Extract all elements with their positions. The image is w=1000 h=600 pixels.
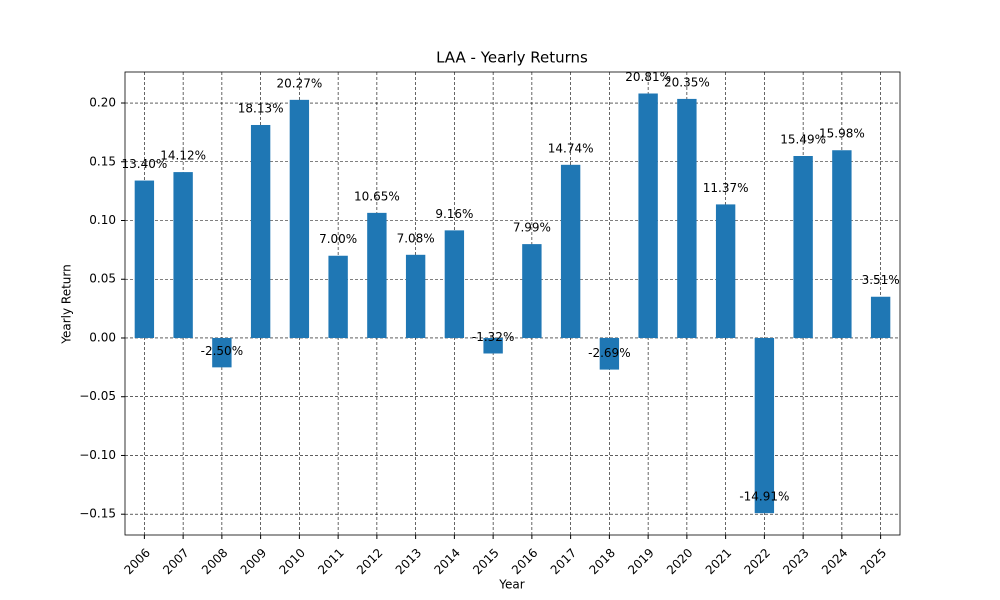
- bar: [289, 99, 310, 338]
- y-axis-label: Yearly Return: [60, 264, 74, 344]
- data-label: 7.99%: [513, 221, 551, 235]
- data-label: 9.16%: [435, 207, 473, 221]
- y-tick-label: 0.00: [89, 330, 116, 344]
- data-label: -2.50%: [201, 344, 243, 358]
- bar: [483, 337, 503, 354]
- bar: [638, 93, 658, 338]
- y-tick-label: 0.20: [89, 96, 116, 110]
- bar: [754, 337, 775, 514]
- data-label: 7.08%: [397, 231, 435, 245]
- bar: [793, 156, 813, 338]
- bar: [522, 244, 542, 338]
- bar: [870, 296, 891, 338]
- y-tick-label: 0.15: [89, 154, 116, 168]
- data-label: 20.27%: [276, 76, 322, 90]
- chart-title: LAA - Yearly Returns: [436, 49, 588, 67]
- data-label: 3.51%: [862, 273, 900, 287]
- data-label: 13.40%: [121, 157, 167, 171]
- data-label: 14.12%: [160, 149, 206, 163]
- bar: [367, 212, 387, 338]
- data-label: 10.65%: [354, 189, 400, 203]
- bar: [599, 337, 620, 370]
- data-label: 18.13%: [238, 101, 284, 115]
- bar: [328, 255, 348, 338]
- data-label: 20.35%: [664, 75, 710, 89]
- bar: [715, 204, 736, 338]
- data-label: -2.69%: [588, 346, 630, 360]
- bar: [134, 180, 155, 338]
- bar: [250, 124, 271, 338]
- bar: [832, 150, 852, 338]
- bar: [212, 337, 232, 368]
- data-label: 11.37%: [703, 181, 749, 195]
- plot-frame: [124, 71, 901, 536]
- bar: [444, 230, 465, 338]
- y-tick-label: −0.15: [79, 507, 116, 521]
- y-tick-label: 0.05: [89, 272, 116, 286]
- data-label: 20.81%: [625, 70, 671, 84]
- y-tick-label: −0.05: [79, 389, 116, 403]
- bar: [677, 98, 697, 338]
- data-label: 15.49%: [780, 133, 826, 147]
- y-tick-label: 0.10: [89, 213, 116, 227]
- data-label: -1.32%: [472, 330, 514, 344]
- data-label: 14.74%: [548, 141, 594, 155]
- bar: [405, 254, 426, 338]
- data-label: 7.00%: [319, 232, 357, 246]
- bar: [173, 172, 193, 338]
- y-tick-label: −0.10: [79, 448, 116, 462]
- data-label: 15.98%: [819, 127, 865, 141]
- x-axis-label: Year: [498, 578, 524, 592]
- bar: [560, 164, 581, 338]
- data-label: -14.91%: [739, 490, 789, 504]
